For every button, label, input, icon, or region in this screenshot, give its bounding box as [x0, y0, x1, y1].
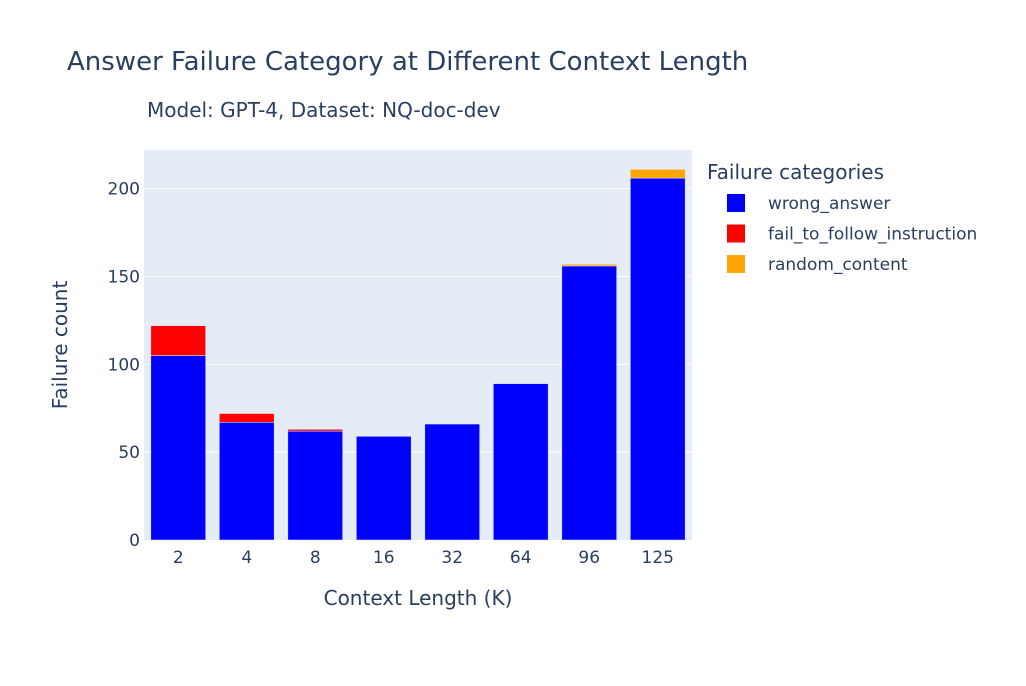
x-tick-label: 125: [642, 548, 674, 568]
chart-subtitle: Model: GPT-4, Dataset: NQ-doc-dev: [147, 98, 501, 122]
bar-fail_to_follow_instruction-4[interactable]: [219, 413, 275, 423]
y-tick-label: 50: [118, 443, 140, 463]
bar-random_content-125[interactable]: [630, 169, 686, 179]
legend-swatch: [727, 224, 745, 243]
x-axis-label: Context Length (K): [324, 586, 513, 610]
chart-title: Answer Failure Category at Different Con…: [67, 47, 748, 77]
bar-wrong_answer-16[interactable]: [356, 436, 412, 541]
bar-wrong_answer-64[interactable]: [493, 383, 549, 541]
legend-item-fail_to_follow_instruction[interactable]: fail_to_follow_instruction: [727, 224, 977, 245]
bar-wrong_answer-125[interactable]: [630, 177, 686, 541]
bar-fail_to_follow_instruction-8[interactable]: [287, 429, 343, 432]
legend-title: Failure categories: [707, 160, 884, 184]
y-tick-label: 150: [108, 267, 140, 287]
x-tick-label: 4: [241, 548, 252, 568]
bar-wrong_answer-4[interactable]: [219, 422, 275, 541]
bar-wrong_answer-96[interactable]: [561, 265, 617, 541]
x-tick-label: 64: [510, 548, 532, 568]
legend-label: wrong_answer: [768, 194, 890, 214]
x-tick-label: 2: [173, 548, 184, 568]
legend-swatch: [727, 194, 745, 212]
bar-wrong_answer-8[interactable]: [287, 430, 343, 541]
y-tick-label: 200: [108, 180, 140, 200]
legend-label: fail_to_follow_instruction: [768, 225, 977, 245]
legend-item-random_content[interactable]: random_content: [727, 255, 908, 275]
legend-swatch: [727, 255, 745, 273]
x-tick-label: 96: [578, 548, 600, 568]
y-axis-label: Failure count: [48, 281, 72, 410]
bar-random_content-96[interactable]: [561, 263, 617, 267]
x-tick-label: 16: [373, 548, 395, 568]
y-tick-label: 100: [108, 355, 140, 375]
x-tick-label: 8: [310, 548, 321, 568]
bar-fail_to_follow_instruction-2[interactable]: [150, 325, 206, 356]
bar-wrong_answer-2[interactable]: [150, 355, 206, 541]
x-tick-label: 32: [441, 548, 463, 568]
legend-item-wrong_answer[interactable]: wrong_answer: [727, 194, 890, 214]
legend-label: random_content: [768, 255, 908, 275]
y-tick-label: 0: [129, 531, 140, 551]
bar-wrong_answer-32[interactable]: [424, 423, 480, 541]
